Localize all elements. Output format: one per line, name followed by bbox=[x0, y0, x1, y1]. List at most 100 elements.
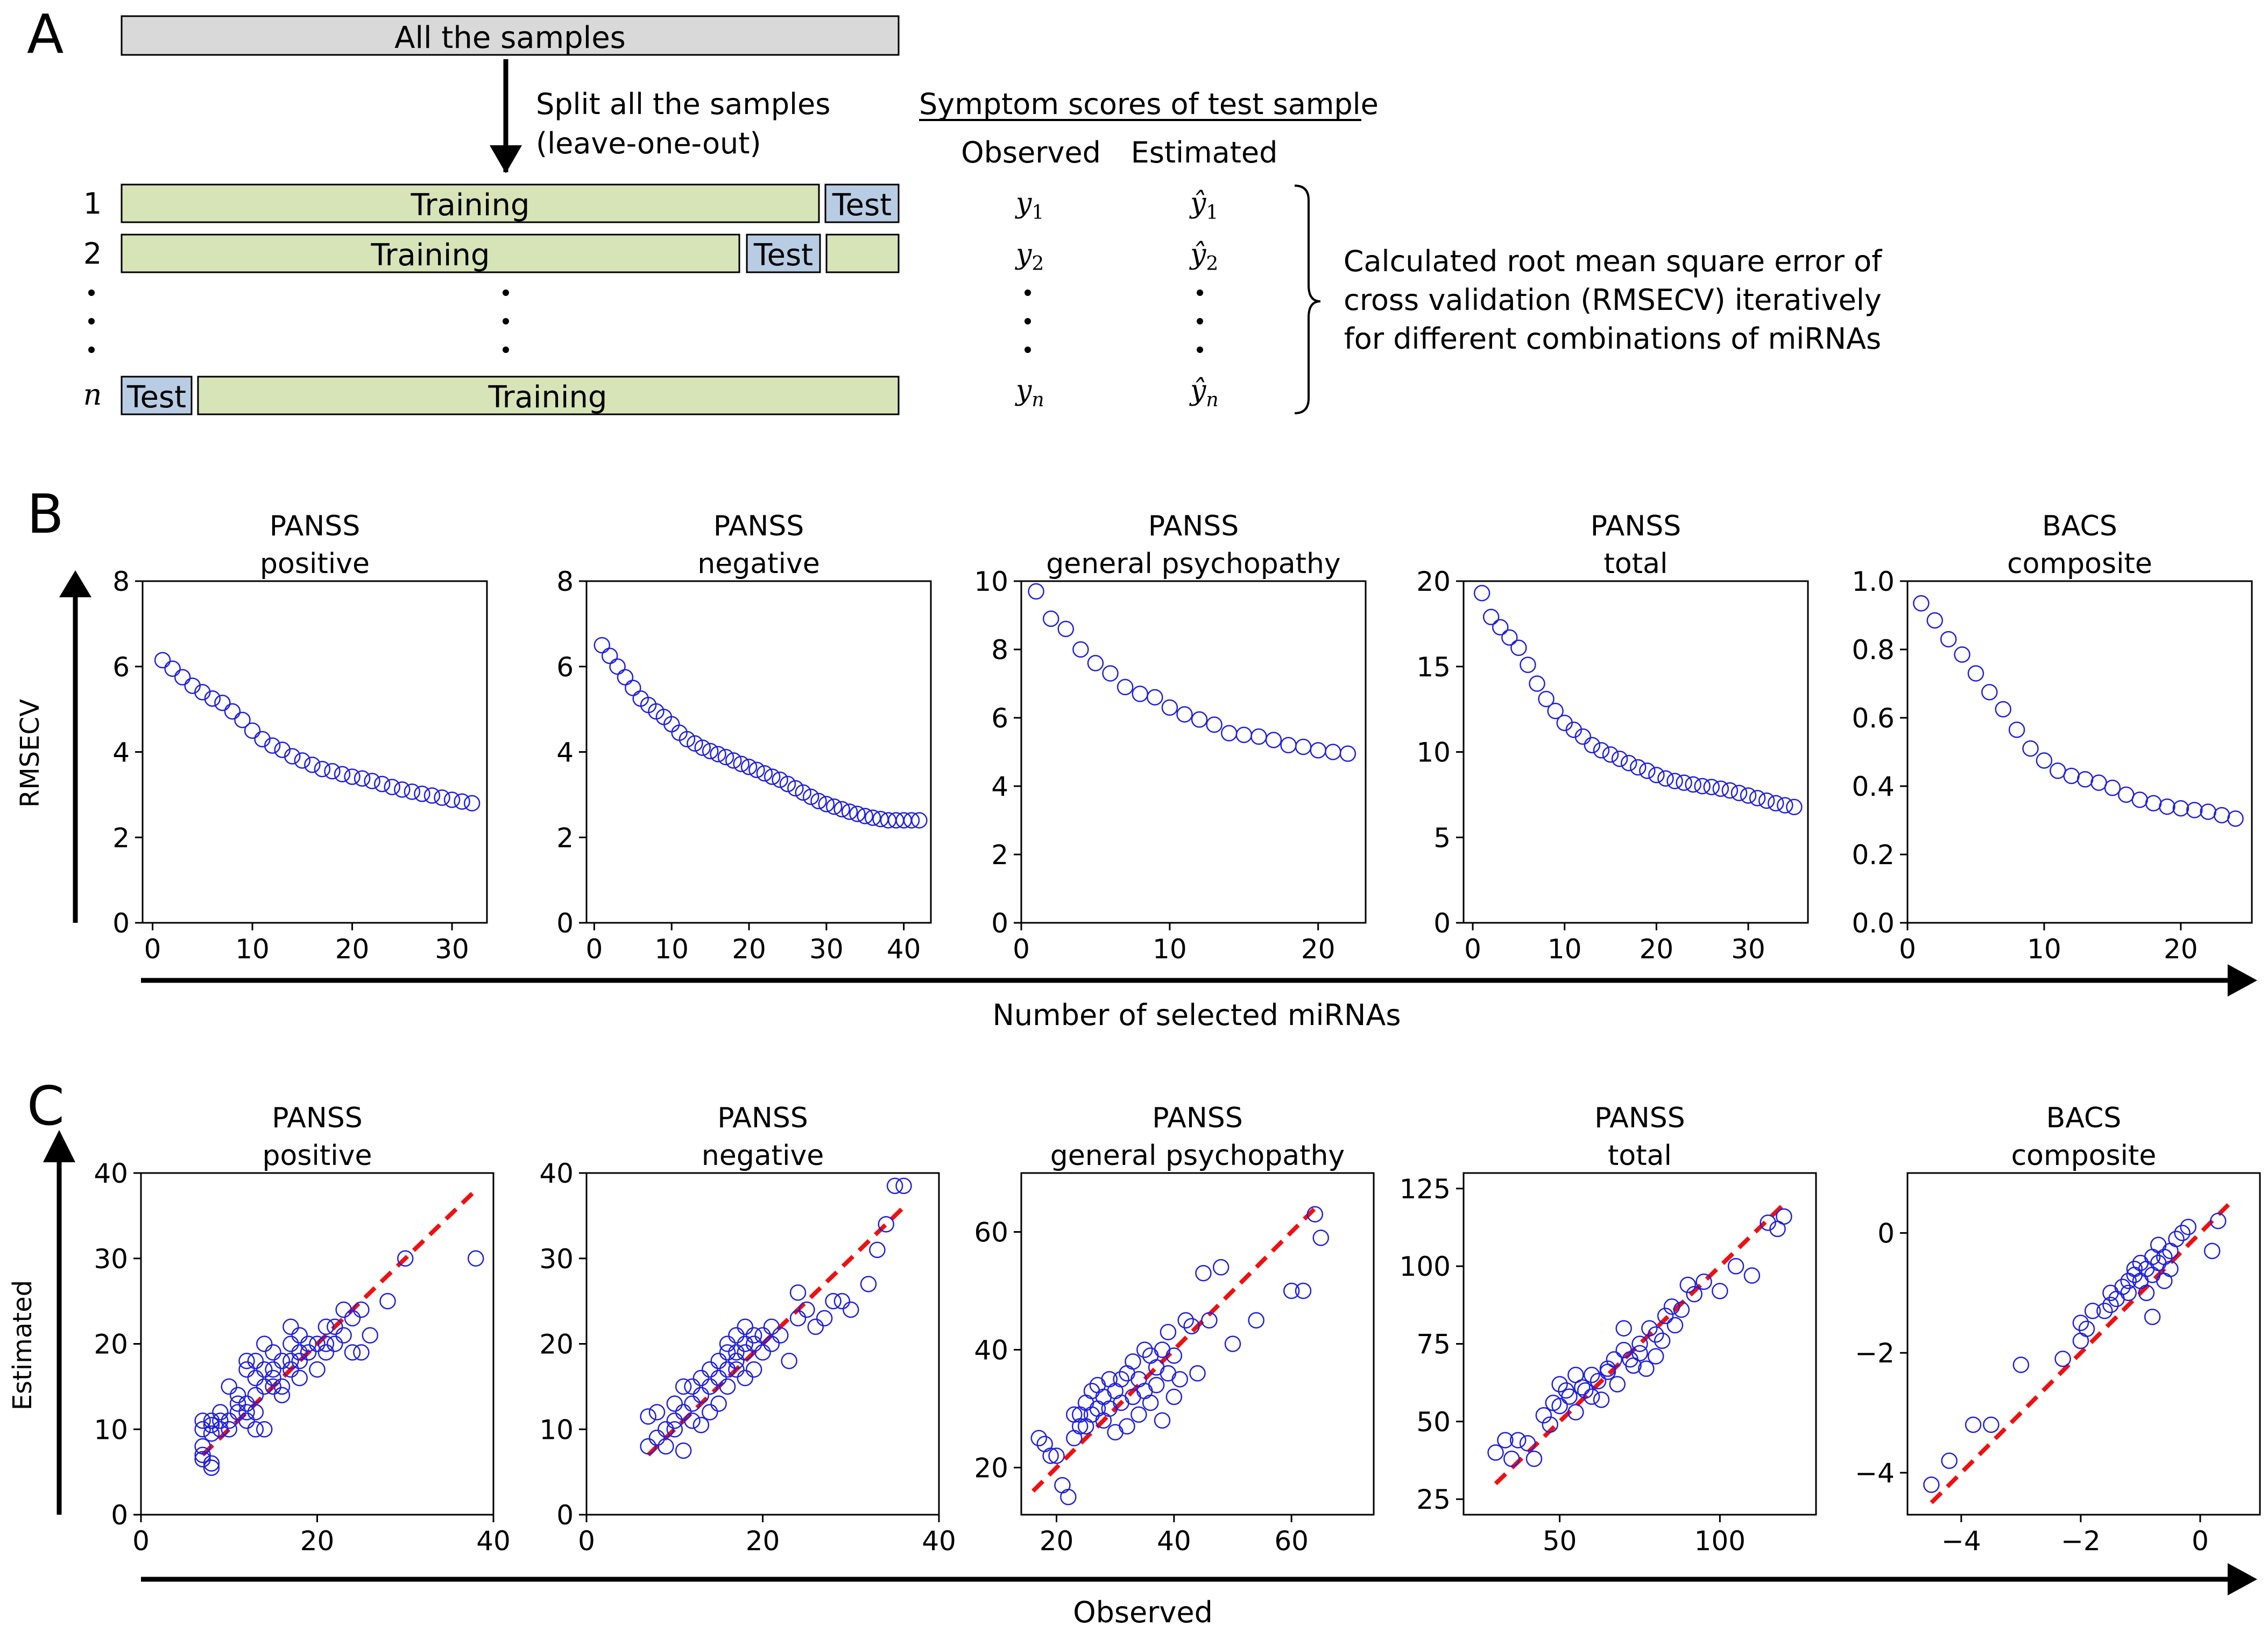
y-tick-label: 40 bbox=[539, 1158, 574, 1189]
x-tick-label: 20 bbox=[335, 934, 370, 965]
y-tick-label: 25 bbox=[1416, 1484, 1451, 1515]
data-point bbox=[658, 1438, 674, 1455]
data-point bbox=[414, 786, 430, 802]
data-point bbox=[1306, 1206, 1324, 1223]
data-point bbox=[2108, 1290, 2125, 1308]
data-point bbox=[1136, 1341, 1153, 1358]
data-point bbox=[1160, 1365, 1177, 1382]
data-point bbox=[284, 748, 301, 765]
data-point bbox=[693, 1387, 710, 1403]
data-point bbox=[2050, 762, 2066, 779]
data-point bbox=[463, 795, 481, 811]
data-point bbox=[256, 1336, 273, 1352]
row-index-1: 1 bbox=[83, 187, 102, 221]
data-point bbox=[1551, 1376, 1568, 1393]
data-point bbox=[1589, 1373, 1607, 1390]
data-point bbox=[810, 793, 827, 810]
data-point bbox=[1117, 679, 1134, 696]
data-point bbox=[833, 801, 850, 818]
data-point bbox=[772, 1327, 789, 1344]
data-point bbox=[1048, 1447, 1065, 1464]
chart-b3: PANSS general psychopathy 0 10 20 0 2 4 6 8 10 bbox=[974, 510, 1367, 965]
panel-c-y-arrowhead bbox=[43, 1130, 75, 1162]
data-point bbox=[184, 677, 201, 694]
data-point bbox=[1113, 1370, 1129, 1388]
data-point bbox=[717, 748, 734, 766]
fit-line bbox=[646, 1205, 906, 1457]
data-point bbox=[2174, 1225, 2191, 1241]
data-point bbox=[238, 1353, 255, 1369]
data-point bbox=[640, 1408, 656, 1425]
data-point bbox=[344, 1310, 361, 1327]
data-point bbox=[247, 1404, 264, 1421]
data-point bbox=[454, 793, 470, 810]
data-point bbox=[2076, 771, 2094, 788]
data-point bbox=[849, 806, 866, 822]
data-point bbox=[1577, 1382, 1594, 1399]
chart-title-line: BACS bbox=[2046, 1102, 2122, 1134]
data-point bbox=[841, 803, 858, 820]
plot-frame bbox=[1020, 1172, 1375, 1516]
data-point bbox=[238, 1412, 255, 1429]
data-point bbox=[2159, 798, 2175, 815]
chart-title-line: BACS bbox=[2042, 510, 2117, 542]
data-point bbox=[745, 1361, 762, 1378]
data-point bbox=[203, 1425, 220, 1442]
data-point bbox=[1102, 665, 1119, 682]
data-point bbox=[702, 1378, 718, 1395]
data-point bbox=[194, 1412, 211, 1429]
data-point bbox=[1743, 1267, 1761, 1284]
y-tick-label: 75 bbox=[1416, 1329, 1451, 1360]
data-point bbox=[2072, 1332, 2089, 1350]
data-point bbox=[2213, 807, 2230, 824]
data-point bbox=[309, 1336, 326, 1352]
data-point bbox=[291, 1327, 308, 1344]
data-point bbox=[247, 1387, 264, 1403]
data-point bbox=[282, 1361, 299, 1378]
data-point bbox=[1584, 737, 1601, 754]
data-point bbox=[1107, 1424, 1124, 1440]
data-point bbox=[2054, 1351, 2071, 1367]
data-point bbox=[1639, 762, 1656, 779]
fit-line bbox=[1031, 1206, 1317, 1493]
svg-text:ŷn: ŷn bbox=[1189, 375, 1219, 411]
data-point bbox=[1195, 1264, 1212, 1282]
data-point bbox=[1593, 742, 1610, 759]
data-point bbox=[1620, 754, 1637, 772]
x-tick-label: 20 bbox=[300, 1525, 335, 1557]
data-point bbox=[404, 783, 421, 800]
x-tick-label: 60 bbox=[1274, 1525, 1309, 1557]
x-tick-label: 0 bbox=[2192, 1525, 2209, 1557]
x-tick-label: 10 bbox=[1548, 934, 1582, 965]
chart-title-line: PANSS bbox=[270, 510, 361, 542]
data-point bbox=[174, 669, 191, 686]
data-point bbox=[1913, 595, 1930, 612]
data-point bbox=[1089, 1400, 1106, 1417]
data-point bbox=[317, 1344, 335, 1361]
data-point bbox=[895, 1177, 912, 1195]
y-tick-label: 0.8 bbox=[1852, 634, 1895, 666]
data-point bbox=[1248, 1312, 1264, 1329]
y-tick-label: 6 bbox=[556, 652, 574, 683]
chart-b4: PANSS total 0 10 20 30 0 5 10 15 20 bbox=[1416, 510, 1809, 965]
chart-title-line: general psychopathy bbox=[1046, 548, 1340, 580]
chart-b2: PANSS negative 0 10 20 30 40 0 2 4 6 8 bbox=[556, 510, 932, 965]
estimated-y2: ŷ2 bbox=[1189, 238, 1218, 275]
data-point bbox=[719, 1378, 736, 1395]
data-point bbox=[2180, 1219, 2197, 1235]
svg-text:y2: y2 bbox=[1015, 238, 1044, 275]
data-point bbox=[666, 1395, 683, 1412]
data-point bbox=[1776, 1208, 1792, 1225]
data-point bbox=[1926, 612, 1944, 629]
all-samples-label: All the samples bbox=[394, 20, 626, 55]
data-point bbox=[238, 1361, 255, 1378]
data-point bbox=[1060, 1488, 1077, 1506]
y-tick-label: 1.0 bbox=[1852, 566, 1895, 597]
y-tick-label: 2 bbox=[991, 839, 1008, 871]
data-point bbox=[1325, 744, 1341, 760]
x-tick-label: 20 bbox=[2164, 934, 2198, 965]
data-point bbox=[1072, 641, 1089, 658]
data-point bbox=[1224, 1336, 1241, 1352]
data-point bbox=[265, 1378, 281, 1395]
y-tick-label: 10 bbox=[974, 566, 1008, 597]
